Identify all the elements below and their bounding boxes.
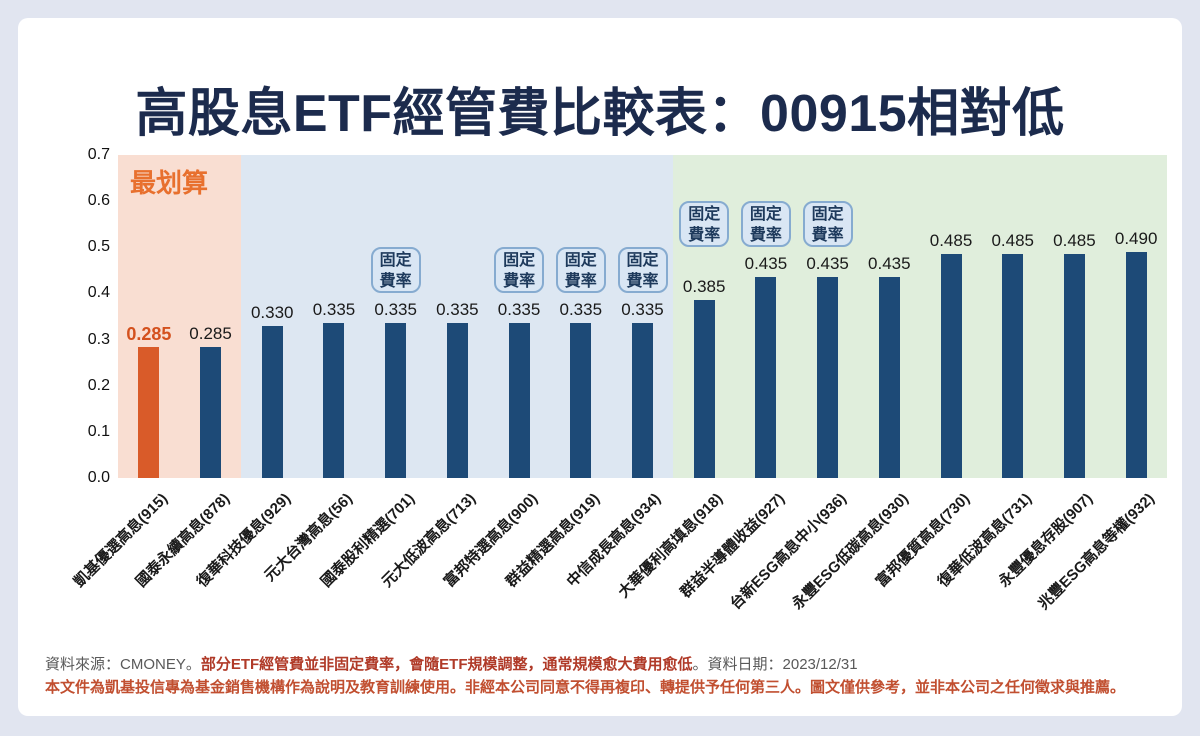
fixed-fee-badge-line: 費率 <box>503 273 536 291</box>
page-title: 高股息ETF經管費比較表：00915相對低 <box>135 84 1065 143</box>
fixed-fee-badge-line: 固定 <box>749 206 782 224</box>
bar-value-label: 0.335 <box>374 300 417 320</box>
bar-value-label: 0.385 <box>682 277 726 297</box>
bar <box>755 277 777 478</box>
fixed-fee-badge-line: 固定 <box>688 206 721 224</box>
bar <box>817 277 839 478</box>
fixed-fee-badge-line: 固定 <box>811 206 844 224</box>
fixed-fee-badge-line: 固定 <box>379 252 412 270</box>
x-axis-label-text: 大華優利高填息(918) <box>615 490 727 602</box>
fixed-fee-badge-line: 費率 <box>749 227 782 245</box>
y-tick-label: 0.7 <box>87 146 110 163</box>
fixed-fee-badge: 固定 費率 <box>802 201 853 248</box>
bar-value-label: 0.485 <box>1053 231 1096 251</box>
bar <box>446 323 468 478</box>
source-date: 。資料日期：2023/12/31 <box>692 656 858 673</box>
fixed-fee-badge-line: 費率 <box>626 273 659 291</box>
source-line: 資料來源：CMONEY。部分ETF經管費並非固定費率，會隨ETF規模調整，通常規… <box>45 653 858 674</box>
bar-value-label: 0.335 <box>621 300 664 320</box>
bar-value-label: 0.485 <box>991 231 1034 251</box>
bar-value-label: 0.335 <box>436 300 479 320</box>
bar-value-label: 0.435 <box>868 254 911 274</box>
bar-value-label: 0.335 <box>312 300 356 320</box>
bar <box>570 323 592 478</box>
x-axis-labels: 凱基優選高息(915) 國泰永續高息(878) 復華科技優息(929) 元大台灣高息(… <box>71 478 1167 643</box>
bar <box>632 323 653 478</box>
bar <box>693 300 715 478</box>
bar <box>138 346 160 478</box>
fixed-fee-badge-line: 費率 <box>564 273 597 291</box>
x-axis-label-text: 永豐ESG低碳高息(930) <box>788 490 912 613</box>
bar-value-label: 0.335 <box>559 300 603 320</box>
source-note-highlight: 部分ETF經管費並非固定費率，會隨ETF規模調整，通常規模愈大費用愈低 <box>200 656 693 673</box>
best-value-annotation: 最划算 <box>130 168 209 198</box>
y-tick-label: 0.4 <box>87 284 110 302</box>
fixed-fee-badge: 固定 費率 <box>555 247 606 294</box>
fixed-fee-badge-line: 費率 <box>688 227 721 245</box>
bar <box>508 323 530 478</box>
fixed-fee-badge-line: 固定 <box>626 252 659 270</box>
x-axis-label-text: 兆豐ESG高息等權(932) <box>1035 490 1159 613</box>
bar-value-label: 0.435 <box>744 254 788 274</box>
best-zone-region <box>118 155 242 478</box>
bar <box>940 254 962 478</box>
x-axis-label-text: 群益半導體收益(927) <box>677 490 789 602</box>
bar <box>200 346 222 478</box>
fixed-fee-badge: 固定 費率 <box>617 247 668 294</box>
bar-value-label: 0.335 <box>497 300 541 320</box>
fixed-fee-badge: 固定 費率 <box>740 201 791 248</box>
fixed-fee-badge-line: 固定 <box>503 252 536 270</box>
y-tick-label: 0.1 <box>87 422 110 440</box>
y-tick-label: 0.2 <box>87 376 110 394</box>
x-axis-label-text: 台新ESG高息中小(936) <box>726 490 850 613</box>
bar-value-label: 0.435 <box>806 254 849 274</box>
bar <box>878 277 900 478</box>
bar <box>385 323 407 478</box>
bar <box>261 325 283 478</box>
y-tick-label: 0.6 <box>87 192 110 210</box>
fixed-fee-badge-line: 固定 <box>564 252 597 270</box>
fixed-fee-badge-line: 費率 <box>811 227 844 245</box>
y-tick-label: 0.5 <box>87 238 110 256</box>
bar-value-label: 0.285 <box>189 323 232 343</box>
bar-value-label: 0.485 <box>929 231 973 251</box>
y-tick-label: 0.3 <box>87 330 110 348</box>
fee-comparison-chart: 最划算 0.285 0.285 0.330 0.335 0.335 0.335 0.335 0… <box>71 155 1167 643</box>
bar-value-label: 0.285 <box>126 323 172 344</box>
y-axis: 0.0 0.1 0.2 0.3 0.4 0.5 0.6 0.7 <box>0 146 110 486</box>
bar <box>1063 254 1085 478</box>
fixed-fee-badge-line: 費率 <box>379 273 412 291</box>
bar <box>1002 254 1024 478</box>
y-tick-label: 0.0 <box>87 469 110 486</box>
fixed-fee-badge: 固定 費率 <box>370 247 421 294</box>
bar <box>1125 251 1147 478</box>
fixed-fee-badge: 固定 費率 <box>494 247 545 294</box>
source-prefix: 資料來源：CMONEY。 <box>45 656 201 673</box>
bar-value-label: 0.490 <box>1114 228 1158 248</box>
plot-area: 最划算 0.285 0.285 0.330 0.335 0.335 0.335 0.335 0… <box>118 155 1167 478</box>
bar-value-label: 0.330 <box>250 302 294 322</box>
bar <box>323 323 345 478</box>
disclaimer-text: 本文件為凱基投信專為基金銷售機構作為說明及教育訓練使用。非經本公司同意不得再複印… <box>45 679 1126 696</box>
fixed-fee-badge: 固定 費率 <box>679 201 730 248</box>
